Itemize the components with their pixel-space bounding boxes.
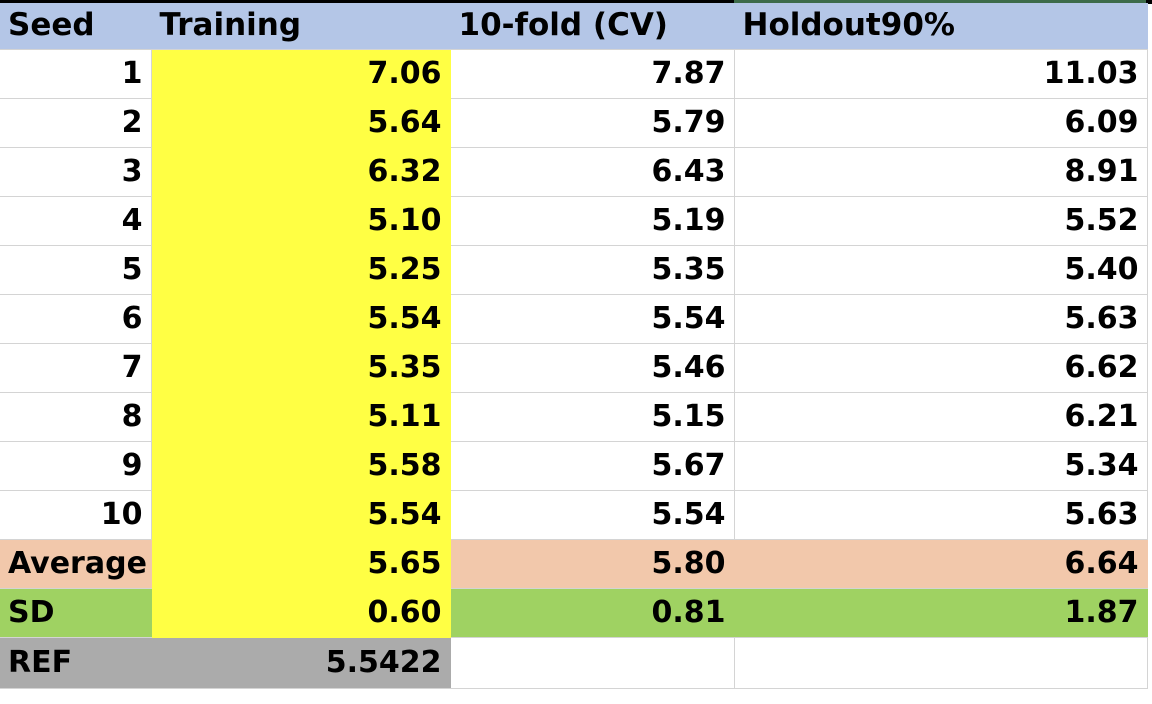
selection-border	[734, 0, 1146, 4]
holdout-cell[interactable]: 6.21	[734, 392, 1148, 442]
seed-cell[interactable]: 1	[0, 49, 152, 99]
training-cell[interactable]: 5.11	[151, 392, 451, 442]
holdout-cell[interactable]: 8.91	[734, 147, 1148, 197]
table-row: 6 5.54 5.54 5.63	[0, 294, 1148, 344]
cv-cell[interactable]: 5.54	[450, 490, 735, 540]
seed-cell[interactable]: 8	[0, 392, 152, 442]
cv-cell[interactable]: 5.15	[450, 392, 735, 442]
holdout-cell[interactable]: 5.63	[734, 294, 1148, 344]
holdout-cell[interactable]: 5.40	[734, 245, 1148, 295]
holdout-cell[interactable]: 6.62	[734, 343, 1148, 393]
table-row: 10 5.54 5.54 5.63	[0, 490, 1148, 540]
holdout-cell[interactable]: 6.09	[734, 98, 1148, 148]
header-row: Seed Training 10-fold (CV) Holdout90%	[0, 3, 1148, 50]
cv-cell[interactable]: 5.46	[450, 343, 735, 393]
ref-label[interactable]: REF	[0, 637, 152, 689]
training-cell[interactable]: 5.10	[151, 196, 451, 246]
table-row: 4 5.10 5.19 5.52	[0, 196, 1148, 246]
table-row: 8 5.11 5.15 6.21	[0, 392, 1148, 442]
sd-row: SD 0.60 0.81 1.87	[0, 588, 1148, 638]
sd-label[interactable]: SD	[0, 588, 152, 638]
header-seed[interactable]: Seed	[0, 3, 152, 50]
cv-cell[interactable]: 5.54	[450, 294, 735, 344]
seed-cell[interactable]: 5	[0, 245, 152, 295]
seed-cell[interactable]: 7	[0, 343, 152, 393]
average-label[interactable]: Average	[0, 539, 152, 589]
holdout-cell[interactable]: 5.34	[734, 441, 1148, 491]
training-cell[interactable]: 5.25	[151, 245, 451, 295]
cv-cell[interactable]: 5.19	[450, 196, 735, 246]
cv-cell[interactable]: 7.87	[450, 49, 735, 99]
holdout-cell[interactable]: 11.03	[734, 49, 1148, 99]
seed-cell[interactable]: 2	[0, 98, 152, 148]
cv-cell[interactable]: 5.79	[450, 98, 735, 148]
training-cell[interactable]: 5.35	[151, 343, 451, 393]
seed-cell[interactable]: 6	[0, 294, 152, 344]
cv-cell[interactable]: 6.43	[450, 147, 735, 197]
training-cell[interactable]: 7.06	[151, 49, 451, 99]
table-row: 1 7.06 7.87 11.03	[0, 49, 1148, 99]
sd-training[interactable]: 0.60	[151, 588, 451, 638]
training-cell[interactable]: 5.64	[151, 98, 451, 148]
table-row: 2 5.64 5.79 6.09	[0, 98, 1148, 148]
training-cell[interactable]: 6.32	[151, 147, 451, 197]
header-holdout[interactable]: Holdout90%	[734, 3, 1148, 50]
table-row: 9 5.58 5.67 5.34	[0, 441, 1148, 491]
seed-cell[interactable]: 4	[0, 196, 152, 246]
seed-cell[interactable]: 9	[0, 441, 152, 491]
holdout-cell[interactable]: 5.52	[734, 196, 1148, 246]
ref-cv[interactable]	[450, 637, 735, 689]
seed-cell[interactable]: 3	[0, 147, 152, 197]
ref-row: REF 5.5422	[0, 637, 1148, 689]
header-cv[interactable]: 10-fold (CV)	[450, 3, 735, 50]
training-cell[interactable]: 5.54	[151, 490, 451, 540]
sd-cv[interactable]: 0.81	[450, 588, 735, 638]
top-border	[0, 0, 1152, 4]
table-row: 3 6.32 6.43 8.91	[0, 147, 1148, 197]
sd-holdout[interactable]: 1.87	[734, 588, 1148, 638]
average-row: Average 5.65 5.80 6.64	[0, 539, 1148, 589]
average-cv[interactable]: 5.80	[450, 539, 735, 589]
seed-cell[interactable]: 10	[0, 490, 152, 540]
ref-value[interactable]: 5.5422	[151, 637, 451, 689]
holdout-cell[interactable]: 5.63	[734, 490, 1148, 540]
table-row: 7 5.35 5.46 6.62	[0, 343, 1148, 393]
table-row: 5 5.25 5.35 5.40	[0, 245, 1148, 295]
ref-holdout[interactable]	[734, 637, 1148, 689]
header-training[interactable]: Training	[151, 3, 451, 50]
cv-cell[interactable]: 5.67	[450, 441, 735, 491]
cv-cell[interactable]: 5.35	[450, 245, 735, 295]
average-holdout[interactable]: 6.64	[734, 539, 1148, 589]
training-cell[interactable]: 5.54	[151, 294, 451, 344]
average-training[interactable]: 5.65	[151, 539, 451, 589]
training-cell[interactable]: 5.58	[151, 441, 451, 491]
